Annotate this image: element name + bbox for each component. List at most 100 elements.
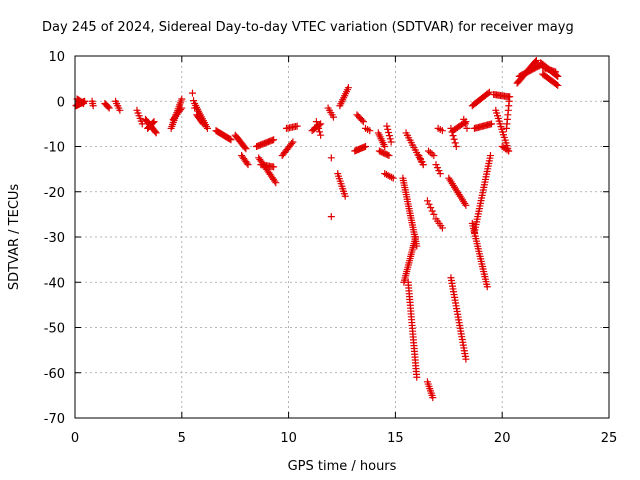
data-point — [270, 136, 278, 144]
data-point — [462, 355, 470, 363]
data-point — [344, 84, 352, 92]
data-point — [151, 128, 159, 136]
data-point — [138, 120, 146, 128]
data-point — [452, 143, 460, 150]
data-point — [554, 72, 562, 80]
y-tick-label: -50 — [44, 322, 65, 337]
data-point — [289, 138, 297, 146]
data-point — [388, 173, 396, 181]
data-point — [433, 164, 441, 172]
data-point — [483, 283, 491, 291]
y-axis-label: SDTVAR / TECUs — [7, 184, 22, 291]
data-point — [386, 135, 394, 143]
data-point — [462, 201, 470, 209]
data-point — [243, 159, 251, 167]
axis-ticks: 0 5 10 15 20 25 10 0 -10 -20 -30 -40 -50 -60 -70 — [44, 50, 618, 446]
data-point — [384, 151, 392, 159]
data-point — [104, 103, 112, 111]
data-point — [412, 233, 420, 241]
data-point — [531, 58, 539, 66]
data-point — [329, 113, 337, 121]
y-tick-label: 0 — [57, 95, 65, 110]
data-point — [359, 118, 367, 126]
data-point — [116, 106, 124, 114]
data-point — [242, 145, 250, 153]
data-point — [227, 136, 235, 144]
data-point — [241, 144, 249, 152]
data-point — [435, 167, 443, 175]
data-point — [430, 152, 438, 160]
data-point — [413, 373, 421, 381]
plot-frame — [74, 55, 610, 419]
x-tick-label: 10 — [280, 431, 297, 446]
data-point — [488, 120, 496, 128]
data-point — [463, 124, 471, 132]
y-tick-label: -40 — [44, 276, 65, 291]
data-point — [178, 104, 186, 112]
data-point — [190, 97, 198, 105]
data-point — [389, 174, 397, 182]
data-points — [72, 57, 562, 402]
data-point — [553, 81, 561, 89]
data-point — [149, 119, 157, 127]
data-point — [461, 120, 469, 128]
y-tick-label: -70 — [44, 412, 65, 427]
data-point — [384, 125, 392, 133]
data-point — [552, 68, 560, 76]
y-tick-label: -60 — [44, 367, 65, 382]
data-point — [484, 89, 492, 97]
data-point — [79, 99, 87, 107]
data-point — [188, 89, 196, 97]
data-point — [383, 122, 391, 130]
data-point — [554, 81, 562, 89]
data-point — [178, 95, 186, 103]
data-point — [89, 102, 97, 110]
data-point — [427, 204, 435, 212]
data-point — [317, 131, 325, 139]
data-point — [418, 158, 426, 166]
y-tick-label: -30 — [44, 231, 65, 246]
data-point — [312, 118, 320, 126]
data-point — [429, 394, 437, 402]
y-tick-label: -20 — [44, 186, 65, 201]
data-point — [327, 213, 335, 221]
data-point — [270, 163, 278, 171]
data-point — [419, 161, 427, 169]
x-tick-label: 15 — [387, 431, 404, 446]
data-point — [416, 155, 424, 163]
data-point — [425, 200, 433, 208]
y-tick-label: 10 — [48, 50, 65, 65]
data-point — [423, 197, 431, 205]
data-point — [226, 135, 234, 143]
data-point — [271, 177, 279, 185]
data-point — [150, 118, 158, 126]
data-point — [553, 72, 561, 80]
data-point — [460, 119, 468, 127]
grid — [75, 56, 609, 418]
data-point — [415, 152, 423, 160]
data-point — [361, 143, 369, 150]
chart-title: Day 245 of 2024, Sidereal Day-to-day VTE… — [42, 20, 574, 35]
x-tick-label: 25 — [601, 431, 618, 446]
x-tick-label: 20 — [494, 431, 511, 446]
y-tick-label: -10 — [44, 141, 65, 156]
data-point — [199, 120, 207, 128]
data-point — [505, 147, 513, 155]
data-point — [272, 179, 280, 187]
data-point — [288, 139, 296, 147]
data-point — [503, 146, 511, 154]
data-point — [532, 57, 540, 65]
data-point — [341, 192, 349, 200]
data-point — [315, 124, 323, 132]
data-point — [244, 161, 252, 169]
x-tick-label: 0 — [71, 431, 79, 446]
data-point — [506, 93, 514, 101]
data-point — [451, 139, 459, 147]
data-point — [316, 128, 324, 136]
data-point — [438, 127, 446, 135]
data-point — [317, 120, 325, 128]
data-point — [366, 127, 374, 135]
data-point — [430, 210, 438, 218]
data-point — [203, 124, 211, 132]
